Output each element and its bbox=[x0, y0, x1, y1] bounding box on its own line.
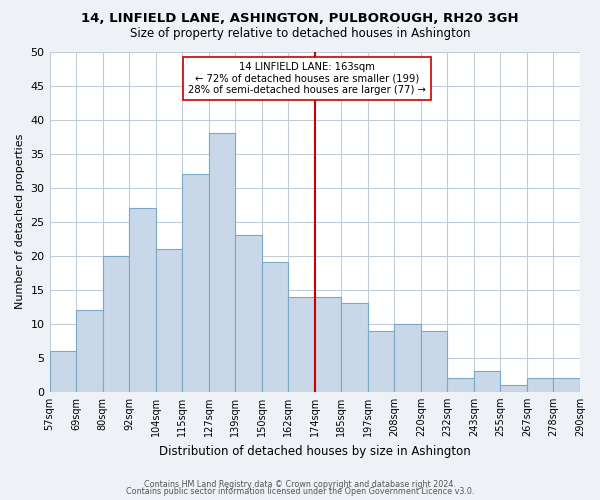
Bar bbox=[76, 310, 103, 392]
Bar bbox=[129, 208, 155, 392]
Bar bbox=[553, 378, 580, 392]
Bar bbox=[527, 378, 553, 392]
Bar bbox=[103, 256, 129, 392]
Text: 14 LINFIELD LANE: 163sqm
← 72% of detached houses are smaller (199)
28% of semi-: 14 LINFIELD LANE: 163sqm ← 72% of detach… bbox=[188, 62, 426, 95]
Bar bbox=[394, 324, 421, 392]
Bar bbox=[182, 174, 209, 392]
Bar bbox=[235, 236, 262, 392]
Text: Size of property relative to detached houses in Ashington: Size of property relative to detached ho… bbox=[130, 28, 470, 40]
Bar bbox=[315, 296, 341, 392]
Bar bbox=[262, 262, 288, 392]
Bar bbox=[368, 330, 394, 392]
Bar bbox=[341, 304, 368, 392]
X-axis label: Distribution of detached houses by size in Ashington: Distribution of detached houses by size … bbox=[159, 444, 470, 458]
Y-axis label: Number of detached properties: Number of detached properties bbox=[15, 134, 25, 310]
Bar bbox=[50, 351, 76, 392]
Bar bbox=[474, 372, 500, 392]
Bar bbox=[155, 249, 182, 392]
Text: 14, LINFIELD LANE, ASHINGTON, PULBOROUGH, RH20 3GH: 14, LINFIELD LANE, ASHINGTON, PULBOROUGH… bbox=[81, 12, 519, 26]
Text: Contains public sector information licensed under the Open Government Licence v3: Contains public sector information licen… bbox=[126, 488, 474, 496]
Bar bbox=[288, 296, 315, 392]
Bar bbox=[448, 378, 474, 392]
Bar bbox=[209, 133, 235, 392]
Bar bbox=[421, 330, 448, 392]
Text: Contains HM Land Registry data © Crown copyright and database right 2024.: Contains HM Land Registry data © Crown c… bbox=[144, 480, 456, 489]
Bar bbox=[500, 385, 527, 392]
